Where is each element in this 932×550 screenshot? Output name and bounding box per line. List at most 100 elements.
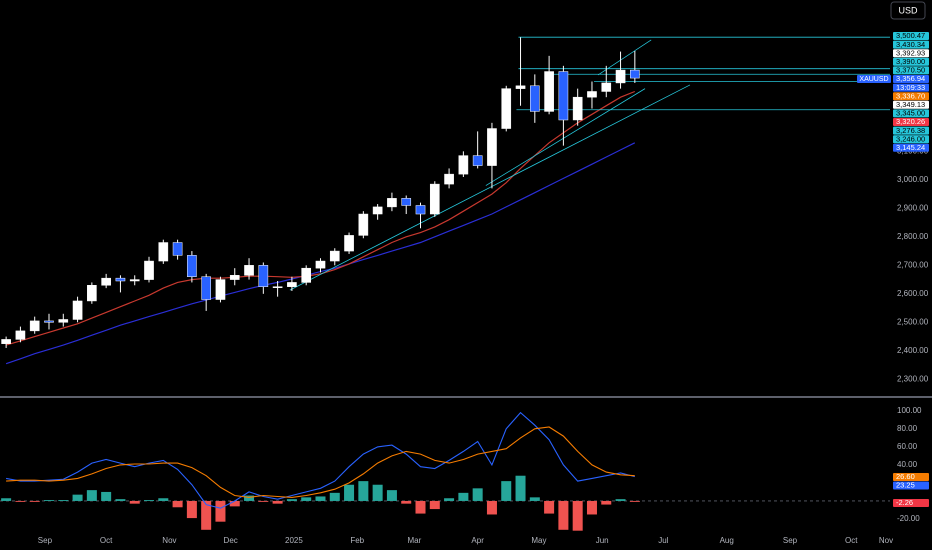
candle-body [144, 260, 154, 280]
histogram-bar [615, 499, 626, 501]
candle-body [429, 183, 440, 215]
candle-body [201, 276, 211, 300]
price-tag-label: 3,246.00 [896, 134, 925, 143]
candle-body [401, 198, 412, 206]
price-tag-label: 3,392.93 [896, 48, 925, 57]
y-tick-label: 2,800.00 [897, 232, 929, 241]
candle-body [101, 277, 111, 286]
candle-body [72, 300, 83, 320]
price-tag [893, 57, 929, 66]
trend-line [289, 84, 691, 291]
histogram-bar [372, 484, 383, 501]
macd-y-tick-label: 60.00 [897, 442, 918, 451]
candle-body [358, 213, 369, 236]
candle-body [387, 198, 397, 208]
candle-body [472, 155, 483, 166]
candle-body [1, 339, 11, 344]
histogram-bar [258, 500, 269, 502]
candle-body [44, 320, 54, 323]
histogram-bar [386, 490, 397, 501]
x-tick-label: 2025 [285, 536, 303, 545]
price-tag-label: 3,276.38 [896, 126, 925, 135]
x-tick-label: Mar [407, 536, 421, 545]
macd-tag-label: 23.25 [896, 481, 915, 490]
candle-body [601, 82, 612, 92]
x-tick-label: Apr [471, 536, 484, 545]
candle-body [215, 279, 226, 300]
candle-body [458, 155, 469, 175]
histogram-bar [215, 500, 226, 522]
x-tick-label: May [531, 536, 546, 545]
histogram-bar [186, 500, 197, 519]
price-tag-label: 3,320.26 [896, 117, 925, 126]
histogram-bar [529, 497, 540, 501]
candle-body [515, 85, 526, 89]
histogram-bar [286, 499, 297, 501]
price-tag [893, 135, 929, 144]
price-tag [893, 118, 929, 126]
histogram-bar [144, 500, 155, 501]
candle-body [115, 277, 126, 282]
histogram-bar [401, 500, 412, 504]
histogram-bar [315, 496, 326, 501]
price-tag [893, 75, 929, 83]
price-tag-label: 3,430.34 [896, 40, 925, 49]
x-tick-label: Oct [100, 536, 113, 545]
candle-body [544, 71, 554, 112]
macd-line [5, 411, 635, 509]
macd-tag [893, 498, 929, 507]
histogram-bar [558, 500, 569, 530]
candle-body [272, 286, 283, 288]
y-tick-label: 2,600.00 [897, 289, 929, 298]
histogram-bar [601, 500, 612, 505]
candle-body [229, 275, 240, 280]
histogram-bar [586, 500, 597, 515]
currency-button[interactable]: USD [890, 1, 926, 20]
histogram-bar [301, 497, 312, 501]
histogram-bar [244, 495, 255, 501]
y-tick-label: 3,000.00 [897, 175, 929, 184]
candle-body [258, 265, 269, 287]
price-pane [1, 36, 890, 365]
macd-tag [893, 472, 929, 481]
price-tag [893, 40, 929, 49]
candle-body [87, 285, 97, 302]
candle-body [558, 71, 569, 121]
x-tick-label: Jun [596, 536, 609, 545]
candle-body [587, 91, 597, 98]
price-tag-label: 3,390.00 [896, 57, 925, 66]
histogram-bar [544, 500, 555, 514]
histogram-bar [458, 492, 469, 501]
histogram-bar [415, 500, 426, 514]
x-tick-label: Oct [845, 536, 858, 545]
x-tick-label: Feb [350, 536, 364, 545]
histogram-bar [358, 481, 369, 501]
candle-body [287, 282, 297, 287]
histogram-bar [1, 498, 12, 501]
histogram-bar [344, 484, 355, 501]
candle-body [301, 267, 312, 283]
histogram-bar [329, 492, 340, 501]
price-tag [893, 83, 929, 92]
price-tag-label: 13:09:33 [896, 83, 925, 92]
x-tick-label: Jul [658, 536, 668, 545]
x-tick-label: Aug [720, 536, 734, 545]
candle-body [344, 235, 354, 252]
macd-line [6, 426, 635, 498]
histogram-bar [201, 500, 212, 530]
currency-button-box[interactable] [890, 1, 926, 20]
price-tag-label: 3,336.70 [896, 91, 925, 100]
macd-tag-label: 26.60 [896, 472, 915, 481]
symbol-tag-label: XAUUSD [859, 76, 888, 83]
candle-body [187, 255, 197, 277]
price-tag [893, 32, 929, 40]
currency-button-label[interactable]: USD [898, 5, 918, 15]
price-tag [893, 143, 929, 152]
macd-tag-label: -2.26 [896, 498, 913, 507]
histogram-bar [629, 500, 640, 502]
histogram-bar [158, 498, 169, 501]
macd-y-tick-label: 40.00 [897, 460, 918, 469]
candle-body [172, 242, 183, 256]
candle-body [501, 88, 512, 129]
